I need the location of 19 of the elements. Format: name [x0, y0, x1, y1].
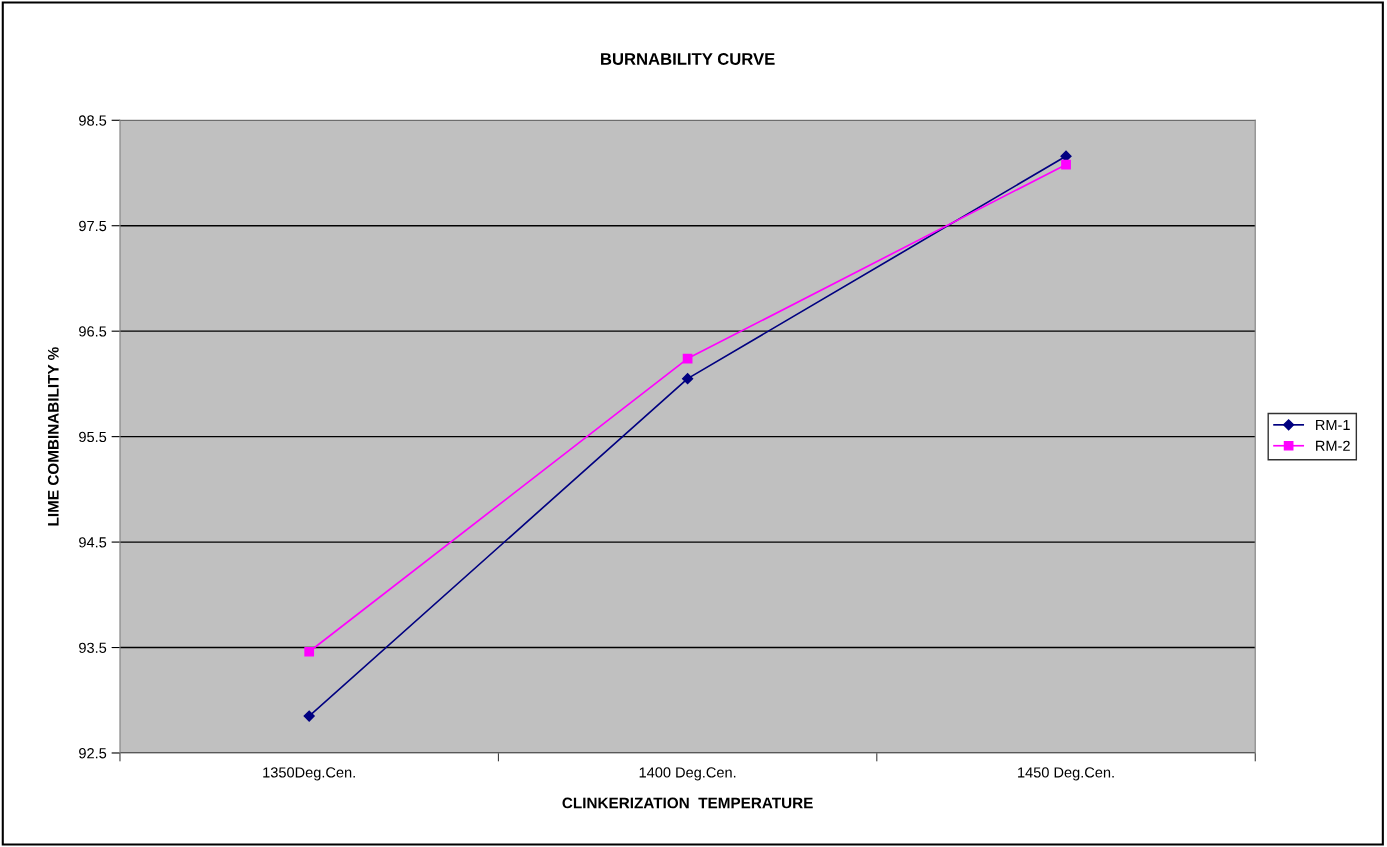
x-tick-label: 1350Deg.Cen. [263, 767, 355, 781]
y-axis-title: LIME COMBINABILITY % [47, 347, 59, 526]
legend-label: RM-2 [1316, 440, 1350, 451]
y-tick-label: 94.5 [79, 537, 107, 548]
y-tick-label: 92.5 [79, 748, 107, 759]
point [304, 646, 315, 657]
x-axis-title: CLINKERIZATION TEMPERATURE [562, 797, 813, 809]
chart-title: BURNABILITY CURVE [601, 53, 775, 65]
point [682, 373, 694, 385]
y-tick-label: 95.5 [79, 431, 107, 443]
x-tick-label: 1400 Deg.Cen. [639, 767, 736, 781]
legend-label: RM-1 [1316, 419, 1350, 430]
y-tick-label: 98.5 [79, 115, 107, 126]
x-tick-label: 1450 Deg.Cen. [1018, 767, 1114, 781]
point [1061, 159, 1071, 170]
point [303, 710, 315, 722]
y-tick-label: 93.5 [79, 642, 107, 653]
y-tick-label: 96.5 [79, 326, 107, 337]
y-tick-label: 97.5 [79, 220, 107, 232]
